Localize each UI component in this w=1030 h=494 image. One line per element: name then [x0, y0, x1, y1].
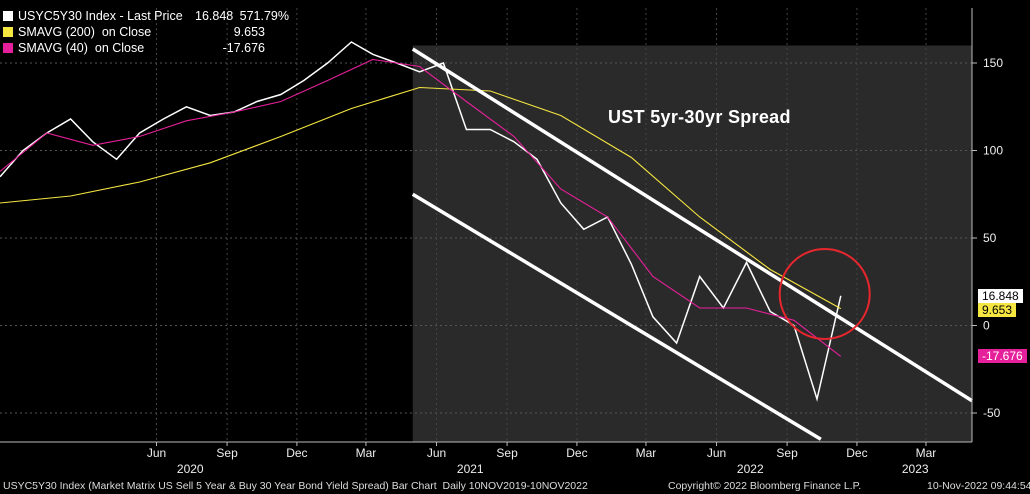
footer-timestamp: 10-Nov-2022 09:44:54 [927, 480, 1030, 492]
footer-description: USYC5Y30 Index (Market Matrix US Sell 5 … [3, 480, 588, 492]
y-tick-label: 150 [983, 56, 1003, 70]
series-line-1 [0, 86, 842, 310]
legend-item-price: USYC5Y30 Index - Last Price 16.848 571.7… [3, 8, 289, 24]
x-tick-label: Jun [427, 446, 446, 460]
x-year-label: 2021 [457, 462, 484, 476]
x-tick-label: Mar [356, 446, 377, 460]
x-tick-label: Sep [496, 446, 518, 460]
series-line-0 [0, 41, 842, 402]
series-layer [0, 41, 842, 402]
legend-extra-price: 571.79% [239, 9, 289, 23]
x-tick-label: Dec [286, 446, 307, 460]
x-tick-label: Jun [707, 446, 726, 460]
legend-name-sma40: SMAVG (40) on Close [18, 41, 145, 55]
channel-lower-line [411, 192, 822, 441]
x-year-label: 2022 [737, 462, 764, 476]
axes-layer: 150 100 50 0 -50 Jun Sep Dec Mar Jun Sep Dec Mar Jun S… [0, 8, 1003, 476]
x-tick-label: Jun [147, 446, 166, 460]
x-tick-label: Dec [566, 446, 587, 460]
footer-copyright: Copyright© 2022 Bloomberg Finance L.P. [668, 480, 862, 492]
trend-channel [411, 47, 973, 441]
x-tick-label: Sep [216, 446, 238, 460]
legend-name-sma200: SMAVG (200) on Close [18, 25, 152, 39]
series-line-2 [0, 58, 842, 357]
highlight-circle [778, 248, 871, 340]
x-year-label: 2023 [902, 462, 929, 476]
channel-shade [412, 45, 972, 442]
legend-swatch-sma200 [3, 27, 13, 37]
legend-item-sma200: SMAVG (200) on Close 9.653 [3, 24, 289, 40]
x-tick-label: Mar [916, 446, 937, 460]
y-tick-label: -50 [983, 406, 1001, 420]
grid-lines [0, 8, 972, 442]
legend-value-price: 16.848 [195, 9, 234, 23]
sma40-badge: -17.676 [978, 349, 1027, 363]
legend-name-price: USYC5Y30 Index - Last Price [18, 9, 183, 23]
legend: USYC5Y30 Index - Last Price 16.848 571.7… [3, 8, 289, 56]
x-tick-label: Sep [776, 446, 798, 460]
legend-value-sma40: -17.676 [222, 41, 265, 55]
legend-swatch-price [3, 11, 13, 21]
y-tick-label: 100 [983, 144, 1003, 158]
legend-item-sma40: SMAVG (40) on Close -17.676 [3, 40, 289, 56]
channel-shaded-region [412, 45, 972, 442]
x-year-label: 2020 [177, 462, 204, 476]
y-tick-label: 0 [983, 319, 990, 333]
y-tick-label: 50 [983, 231, 997, 245]
last-price-badge: 16.848 [978, 289, 1023, 303]
legend-swatch-sma40 [3, 43, 13, 53]
channel-upper-line [411, 47, 973, 403]
x-tick-label: Dec [846, 446, 867, 460]
footer-bar: USYC5Y30 Index (Market Matrix US Sell 5 … [0, 478, 1030, 494]
x-tick-label: Mar [636, 446, 657, 460]
legend-value-sma200: 9.653 [233, 25, 265, 39]
annotation-title: UST 5yr-30yr Spread [608, 107, 791, 127]
sma200-badge: 9.653 [978, 303, 1017, 317]
